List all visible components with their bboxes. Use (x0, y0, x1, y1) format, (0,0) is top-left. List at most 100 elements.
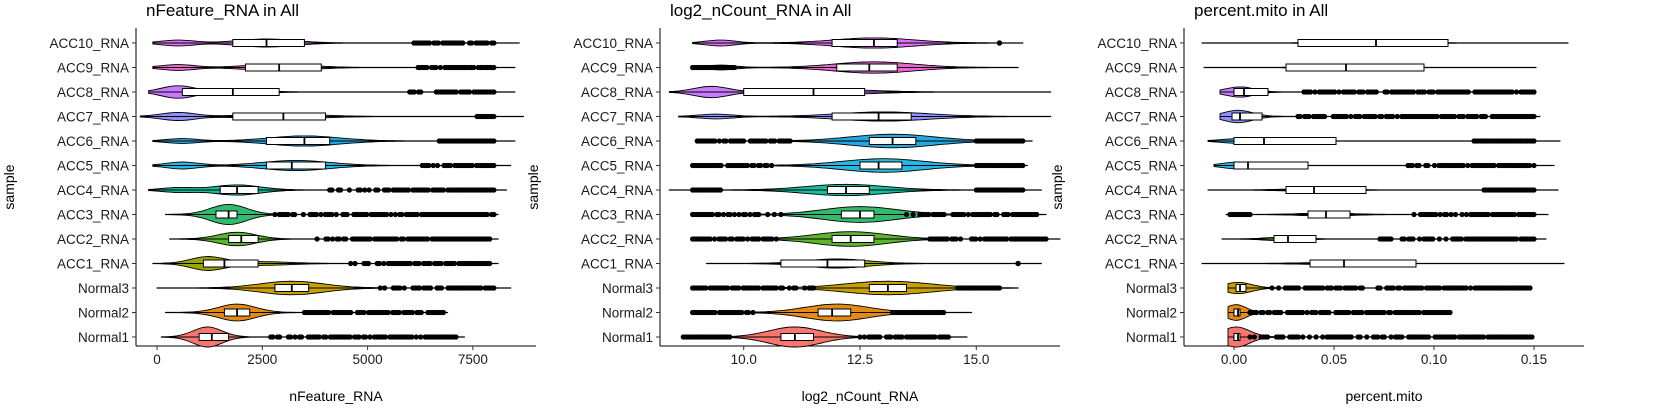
y-tick-label: ACC2_RNA (57, 232, 129, 247)
outlier-point (318, 211, 324, 218)
box (840, 210, 875, 219)
outlier-point (1297, 113, 1303, 120)
outlier-point (381, 260, 387, 267)
x-tick-label: 10.0 (731, 352, 757, 367)
outlier-point (409, 309, 416, 316)
outlier-point (397, 285, 403, 291)
outlier-point (1419, 285, 1425, 291)
outlier-point (1328, 285, 1335, 291)
box (198, 333, 230, 341)
outlier-point (756, 211, 762, 218)
outlier-point (491, 138, 497, 144)
x-tick-label: 0 (153, 352, 161, 367)
outlier-point (1308, 89, 1314, 95)
outlier-point (1448, 211, 1454, 218)
outlier-point (744, 162, 751, 169)
box (1273, 235, 1317, 243)
outlier-point (1465, 162, 1471, 169)
outlier-point (944, 236, 950, 242)
outlier-point (1343, 113, 1350, 120)
outlier-point (361, 309, 367, 316)
outlier-point (329, 211, 335, 218)
outlier-point (716, 211, 722, 218)
y-tick-label: ACC2_RNA (1105, 232, 1177, 247)
outlier-point (384, 211, 390, 218)
outlier-point (1377, 285, 1383, 291)
outlier-point (392, 211, 398, 218)
box (1233, 137, 1337, 145)
outlier-point (764, 162, 770, 169)
box (1233, 88, 1269, 96)
outlier-point (1388, 236, 1394, 242)
box (780, 333, 814, 341)
y-tick-label: Normal2 (602, 306, 653, 321)
outlier-point (751, 162, 757, 169)
outlier-point (1295, 334, 1302, 340)
outlier-point (720, 211, 727, 218)
outlier-point (414, 211, 420, 218)
x-tick-label: 0.05 (1321, 352, 1347, 367)
outlier-point (375, 187, 381, 193)
x-tick-label: 0.10 (1421, 352, 1447, 367)
outlier-point (1313, 309, 1319, 316)
outlier-point (747, 211, 753, 218)
outlier-point (1509, 89, 1515, 95)
outlier-point (945, 334, 952, 340)
outlier-point (1381, 334, 1387, 340)
outlier-point (727, 334, 733, 340)
box (780, 259, 866, 268)
outlier-point (1312, 89, 1318, 95)
outlier-point (418, 309, 424, 316)
y-tick-label: ACC4_RNA (57, 183, 129, 198)
outlier-point (326, 309, 332, 316)
outlier-point (1459, 211, 1465, 218)
outlier-point (438, 285, 444, 291)
outlier-point (769, 162, 775, 169)
outlier-point (740, 236, 746, 242)
outlier-point (1452, 334, 1458, 340)
outlier-point (1020, 138, 1026, 144)
outlier-point (961, 211, 967, 218)
outlier-point (769, 236, 775, 242)
box (202, 259, 259, 268)
outlier-point (440, 187, 447, 193)
box (1285, 186, 1367, 194)
outlier-point (460, 40, 466, 46)
outlier-point (1411, 211, 1417, 218)
outlier-point (1444, 211, 1450, 218)
y-tick-label: ACC7_RNA (1105, 110, 1177, 125)
outlier-point (288, 334, 294, 340)
y-axis-label: sample (1049, 164, 1065, 209)
outlier-point (417, 285, 423, 291)
outlier-point (347, 334, 353, 340)
outlier-point (1460, 113, 1466, 120)
outlier-point (418, 334, 424, 340)
outlier-point (1531, 211, 1537, 218)
outlier-point (1425, 334, 1432, 340)
outlier-point (758, 162, 764, 169)
outlier-point (1379, 113, 1385, 120)
x-axis-label: percent.mito (1345, 388, 1422, 404)
outlier-point (1348, 334, 1354, 340)
outlier-point (1359, 285, 1365, 291)
outlier-point (491, 64, 497, 71)
outlier-point (765, 211, 771, 218)
outlier-point (1531, 187, 1537, 193)
y-tick-label: ACC1_RNA (57, 257, 129, 272)
box (1235, 284, 1247, 292)
outlier-point (329, 236, 336, 242)
outlier-point (718, 162, 724, 169)
y-tick-label: ACC4_RNA (1105, 183, 1177, 198)
outlier-point (1436, 236, 1442, 242)
outlier-point (1417, 236, 1423, 242)
outlier-point (1531, 162, 1537, 169)
outlier-point (1390, 113, 1396, 120)
outlier-point (1357, 113, 1363, 120)
outlier-point (1247, 334, 1253, 340)
outlier-point (396, 309, 402, 316)
outlier-point (1467, 285, 1474, 291)
outlier-point (1416, 162, 1422, 169)
y-tick-label: ACC7_RNA (57, 110, 129, 125)
outlier-point (1005, 211, 1011, 218)
outlier-point (338, 187, 344, 193)
